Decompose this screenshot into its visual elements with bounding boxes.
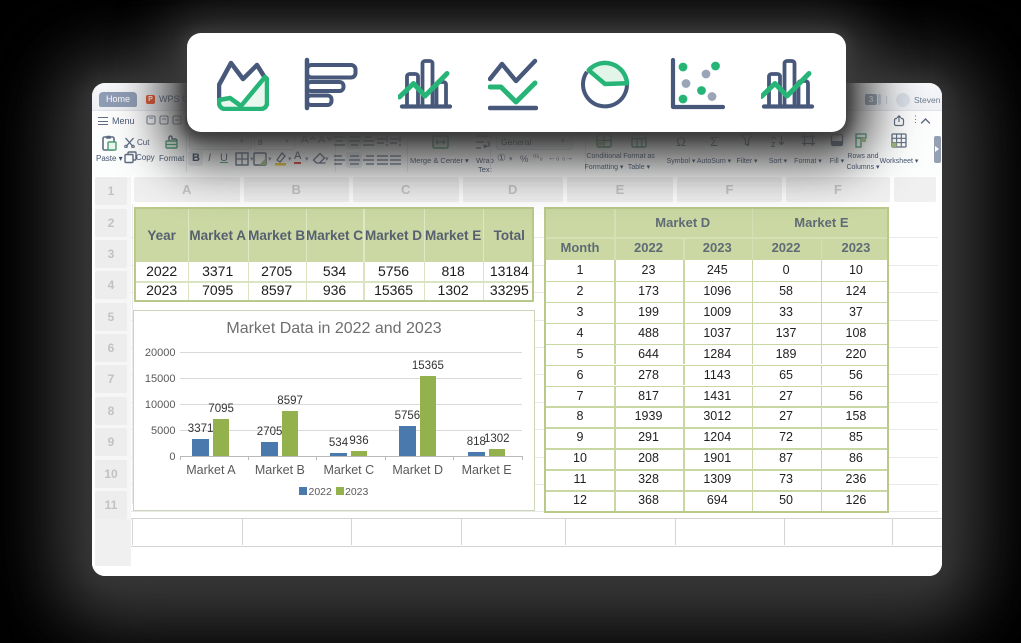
svg-text:Z: Z	[771, 142, 776, 147]
svg-text:A: A	[771, 135, 776, 142]
